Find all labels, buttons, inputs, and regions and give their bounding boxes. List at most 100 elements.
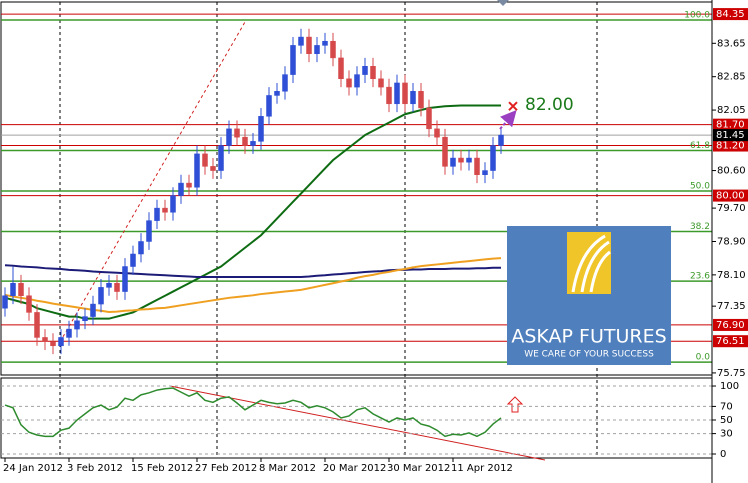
candle-body [490, 145, 496, 171]
oscillator-tick-label: 30 [720, 429, 733, 440]
candle-body [154, 207, 160, 221]
candle-body [218, 145, 224, 171]
target-arrow [499, 109, 517, 130]
candle-body [330, 40, 336, 59]
candle-body [362, 66, 368, 75]
candle-body [234, 128, 240, 138]
candle-body [162, 207, 168, 213]
oscillator-line [4, 387, 502, 438]
candle-body [34, 312, 40, 338]
candle-body [114, 282, 120, 292]
candle-body [170, 195, 176, 213]
candle-body [42, 337, 48, 342]
y-tick-label: 83.65 [717, 38, 746, 49]
price-level-label: 84.35 [716, 9, 745, 20]
candle-body [50, 341, 56, 347]
candle-body [322, 40, 328, 46]
x-tick-label: 8 Mar 2012 [259, 463, 316, 474]
candle-body [498, 134, 504, 146]
y-tick-label: 75.75 [717, 368, 746, 379]
current-price-box [713, 129, 748, 142]
logo-title: ASKAP FUTURES [511, 326, 666, 348]
fib-label: 38.2 [690, 222, 710, 232]
oscillator-tick-label: 100 [720, 381, 739, 392]
fib-label: 0.0 [696, 353, 711, 363]
candle-body [138, 241, 144, 255]
price-level-box [713, 8, 748, 21]
price-level-box [713, 318, 748, 331]
candle-body [2, 295, 8, 309]
candles [2, 28, 504, 355]
x-tick-label: 11 Apr 2012 [451, 463, 513, 474]
candle-body [290, 45, 296, 75]
logo-stripes [571, 234, 611, 293]
y-tick-label: 77.35 [717, 301, 746, 312]
candle-body [306, 36, 312, 54]
candle-body [426, 107, 432, 130]
moving-average [4, 264, 501, 278]
shift-marker [497, 0, 509, 6]
candle-body [394, 82, 400, 105]
candle-body [10, 282, 16, 296]
candle-body [202, 153, 208, 167]
moving-average [4, 257, 502, 314]
y-tick-label: 82.85 [717, 72, 746, 83]
candle-body [106, 282, 112, 288]
candle-body [178, 182, 184, 196]
candle-body [266, 95, 272, 117]
candle-body [346, 78, 352, 88]
price-level-label: 81.20 [716, 141, 745, 152]
fib-label: 61.8 [690, 141, 710, 151]
candle-body [450, 157, 456, 167]
x-tick-label: 24 Jan 2012 [3, 463, 63, 474]
oscillator-tick-label: 70 [720, 401, 733, 412]
price-level-box [713, 189, 748, 202]
candle-body [194, 153, 200, 188]
logo-tagline: WE CARE OF YOUR SUCCESS [524, 350, 654, 360]
y-tick-label: 79.70 [717, 203, 746, 214]
candle-body [402, 82, 408, 105]
current-price-label: 81.45 [716, 130, 745, 141]
y-tick-label: 78.10 [717, 270, 746, 281]
candle-body [226, 128, 232, 146]
oscillator-tick-label: 0 [720, 449, 726, 460]
x-tick-label: 30 Mar 2012 [387, 463, 450, 474]
candle-body [74, 320, 80, 330]
candle-body [18, 282, 24, 296]
candle-body [146, 220, 152, 242]
price-level-box [713, 139, 748, 152]
candle-body [410, 91, 416, 105]
candle-body [82, 316, 88, 322]
x-tick-label: 15 Feb 2012 [131, 463, 193, 474]
candle-body [210, 166, 216, 171]
x-tick-label: 3 Feb 2012 [67, 463, 123, 474]
candle-body [26, 295, 32, 313]
axes: 83.65 82.85 82.05 80.60 79.70 78.90 78.10 77.35… [3, 0, 748, 483]
candle-body [314, 45, 320, 54]
fib-label: 23.6 [690, 272, 710, 282]
oscillator-trend-line [169, 385, 546, 461]
candle-body [442, 136, 448, 167]
price-level-label: 81.70 [716, 120, 745, 131]
x-tick-label: 20 Mar 2012 [323, 463, 386, 474]
candle-body [474, 157, 480, 175]
candle-body [458, 157, 464, 163]
y-tick-label: 78.90 [717, 236, 746, 247]
candle-body [354, 74, 360, 88]
target-marker [508, 101, 518, 111]
candle-body [66, 328, 72, 338]
candle-body [186, 182, 192, 188]
trend-line [59, 21, 246, 343]
candle-body [90, 303, 96, 317]
candle-body [338, 57, 344, 80]
candle-body [130, 253, 136, 267]
oscillator-tick-label: 50 [720, 415, 733, 426]
candle-body [58, 337, 64, 347]
candle-body [386, 86, 392, 105]
y-tick-label: 82.05 [717, 105, 746, 116]
candle-body [274, 91, 280, 96]
price-level-label: 80.00 [716, 191, 745, 202]
candle-body [378, 78, 384, 88]
